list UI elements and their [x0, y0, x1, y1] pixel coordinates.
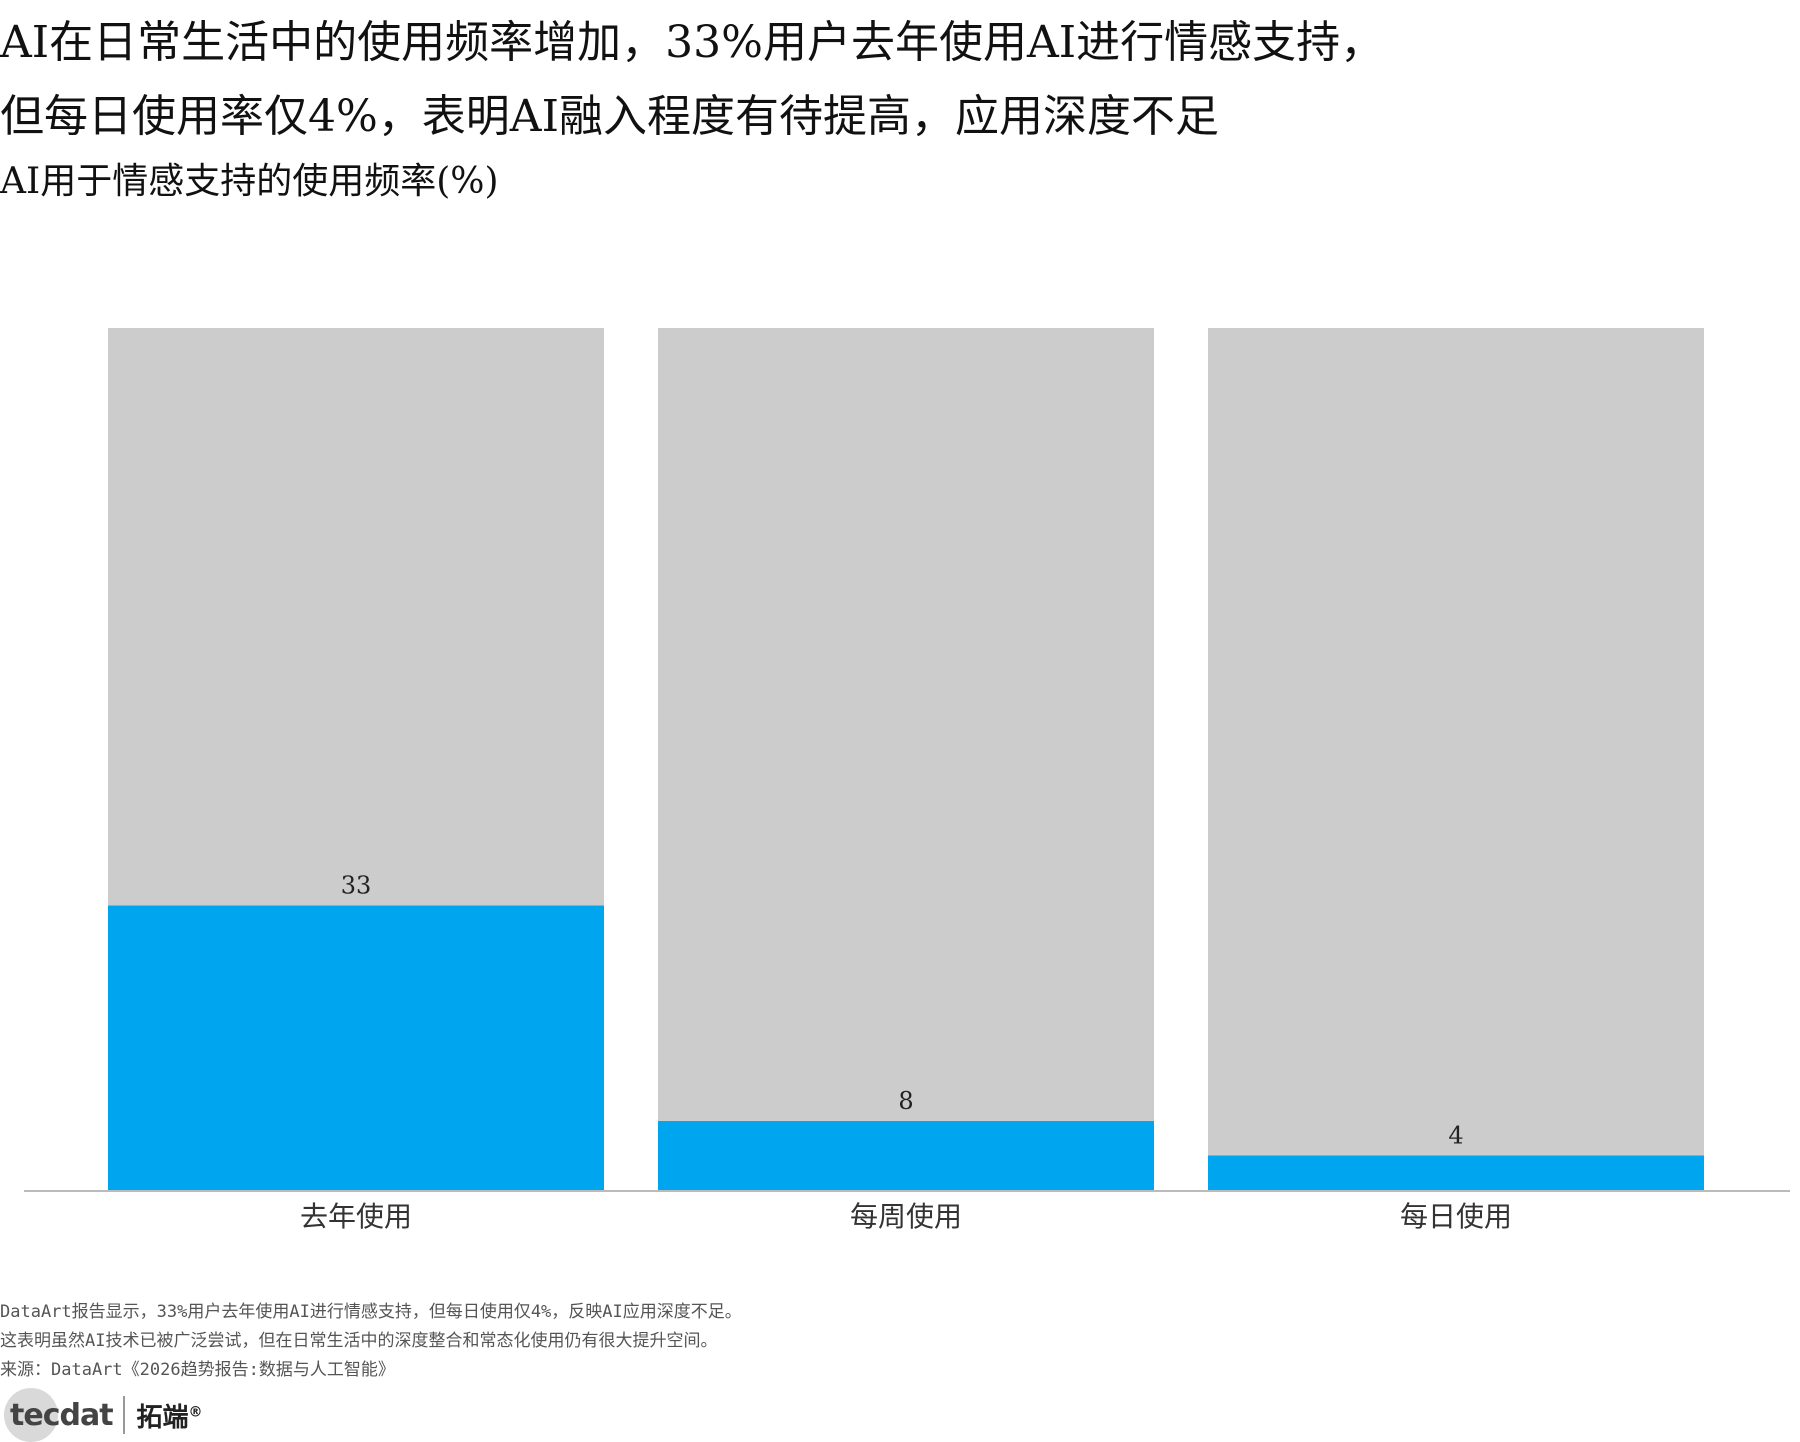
category-label: 每日使用	[1400, 1200, 1512, 1233]
logo-text-en: tecdat	[10, 1397, 114, 1433]
value-bar	[1208, 1155, 1704, 1190]
chart-title: AI在日常生活中的使用频率增加，33%用户去年使用AI进行情感支持， 但每日使用…	[0, 6, 1790, 154]
title-line-1: AI在日常生活中的使用频率增加，33%用户去年使用AI进行情感支持，	[0, 17, 1385, 68]
footer-notes: DataArt报告显示，33%用户去年使用AI进行情感支持，但每日使用仅4%，反…	[0, 1298, 1000, 1385]
value-bar	[108, 905, 604, 1190]
value-bar	[658, 1121, 1154, 1190]
background-bar	[1208, 328, 1704, 1190]
logo-divider	[122, 1396, 125, 1434]
tecdat-logo: tecdat 拓端®	[4, 1388, 203, 1442]
bar-chart: 33 去年使用 8 每周使用 4 每日使用	[24, 328, 1790, 1233]
title-line-2: 但每日使用率仅4%，表明AI融入程度有待提高，应用深度不足	[0, 91, 1219, 142]
footer-line-1: DataArt报告显示，33%用户去年使用AI进行情感支持，但每日使用仅4%，反…	[0, 1302, 742, 1322]
background-bar	[658, 328, 1154, 1190]
logo-circle-icon	[4, 1388, 58, 1442]
bar-value-label: 4	[1448, 1122, 1463, 1150]
footer-source: 来源：DataArt《2026趋势报告:数据与人工智能》	[0, 1360, 395, 1380]
category-label: 去年使用	[300, 1200, 412, 1233]
logo-registered-mark: ®	[188, 1403, 203, 1420]
category-label: 每周使用	[850, 1200, 962, 1233]
logo-cn-name: 拓端	[136, 1402, 189, 1433]
bar-value-label: 8	[898, 1087, 913, 1115]
footer-line-2: 这表明虽然AI技术已被广泛尝试，但在日常生活中的深度整合和常态化使用仍有很大提升…	[0, 1331, 718, 1351]
logo-text-cn: 拓端®	[137, 1397, 203, 1434]
bar-value-label: 33	[341, 872, 372, 900]
chart-subtitle: AI用于情感支持的使用频率(%)	[0, 161, 499, 202]
